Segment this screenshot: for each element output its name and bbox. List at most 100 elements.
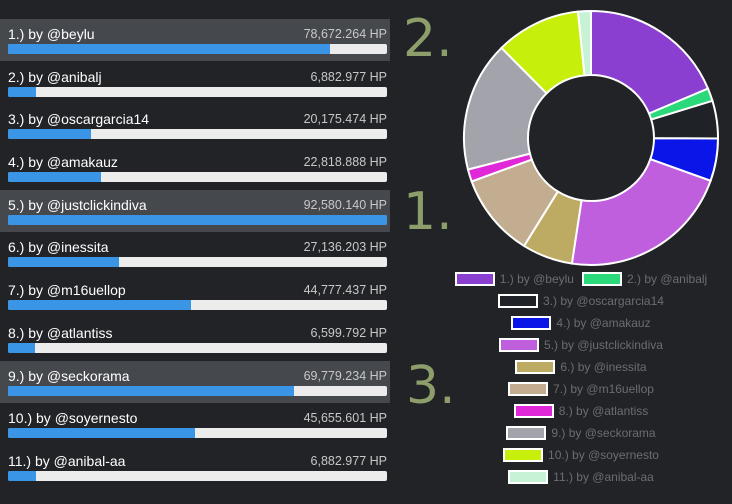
legend-swatch [454, 272, 495, 286]
legend-label: 4.) by @amakauz [556, 316, 651, 330]
ranking-value: 6,882.977 HP [310, 453, 387, 468]
ranking-value: 22,818.888 HP [303, 155, 387, 170]
ranking-row: 4.) by @amakauz 22,818.888 HP [0, 147, 390, 189]
progress-track [8, 385, 387, 396]
legend-row: 8.) by @atlantiss [430, 404, 732, 422]
ranking-label: 11.) by @anibal-aa [8, 452, 126, 469]
donut-slice [570, 157, 712, 266]
ranking-label: 8.) by @atlantiss [8, 324, 113, 341]
legend-swatch [515, 360, 556, 374]
progress-track [8, 257, 387, 268]
ranking-row: 5.) by @justclickindiva 92,580.140 HP [0, 189, 390, 232]
legend-swatch [506, 426, 547, 440]
ranking-label: 3.) by @oscargarcia14 [8, 111, 150, 128]
marker-1: 1. [403, 182, 453, 242]
ranking-value: 20,175.474 HP [303, 112, 387, 127]
legend-label: 7.) by @m16uellop [553, 382, 654, 396]
legend-item[interactable]: 10.) by @soyernesto [503, 448, 659, 462]
progress-fill [8, 470, 37, 481]
ranking-row: 1.) by @beylu 78,672.264 HP [0, 19, 390, 61]
progress-track [8, 470, 387, 481]
legend-row: 5.) by @justclickindiva [430, 338, 732, 356]
ranking-label: 5.) by @justclickindiva [8, 196, 147, 213]
ranking-value: 92,580.140 HP [303, 197, 387, 212]
legend-item[interactable]: 7.) by @m16uellop [508, 382, 654, 396]
ranking-row: 3.) by @oscargarcia14 20,175.474 HP [0, 104, 390, 146]
ranking-value: 6,599.792 HP [310, 325, 387, 340]
legend-label: 8.) by @atlantiss [558, 404, 649, 418]
progress-fill [8, 129, 91, 140]
legend-label: 11.) by @anibal-aa [553, 470, 654, 484]
ranking-row: 2.) by @anibalj 6,882.977 HP [0, 62, 390, 104]
progress-track [8, 300, 387, 311]
progress-fill [8, 385, 294, 396]
legend-label: 1.) by @beylu [499, 272, 574, 286]
ranking-value: 27,136.203 HP [303, 240, 387, 255]
legend-swatch [511, 316, 552, 330]
legend-item[interactable]: 3.) by @oscargarcia14 [498, 294, 664, 308]
legend-item[interactable]: 8.) by @atlantiss [513, 404, 649, 418]
progress-fill [8, 44, 331, 54]
legend-label: 6.) by @inessita [560, 360, 647, 374]
ranking-list: 1.) by @beylu 78,672.264 HP 2.) by @anibal… [0, 19, 390, 489]
ranking-value: 6,882.977 HP [310, 69, 387, 84]
progress-track [8, 214, 387, 225]
ranking-label: 6.) by @inessita [8, 239, 109, 256]
ranking-label: 4.) by @amakauz [8, 154, 118, 171]
ranking-row: 10.) by @soyernesto 45,655.601 HP [0, 403, 390, 445]
progress-track [8, 44, 387, 54]
ranking-value: 45,655.601 HP [303, 411, 387, 426]
ranking-row: 6.) by @inessita 27,136.203 HP [0, 232, 390, 274]
legend-item[interactable]: 4.) by @amakauz [511, 316, 651, 330]
progress-track [8, 129, 387, 140]
donut-slice [576, 9, 592, 77]
legend-row: 4.) by @amakauz [430, 316, 732, 334]
progress-track [8, 172, 387, 183]
progress-fill [8, 214, 387, 225]
progress-track [8, 428, 387, 439]
progress-fill [8, 342, 36, 353]
progress-fill [8, 172, 102, 183]
marker-2: 2. [403, 9, 453, 69]
ranking-row: 8.) by @atlantiss 6,599.792 HP [0, 318, 390, 360]
legend-swatch [513, 404, 554, 418]
legend-item[interactable]: 6.) by @inessita [515, 360, 647, 374]
legend-swatch [508, 470, 549, 484]
progress-track [8, 86, 387, 97]
progress-fill [8, 86, 37, 97]
ranking-value: 69,779.234 HP [303, 368, 387, 383]
legend-swatch [503, 448, 544, 462]
legend-item[interactable]: 9.) by @seckorama [506, 426, 656, 440]
legend-item[interactable]: 11.) by @anibal-aa [508, 470, 654, 484]
legend-row: 1.) by @beylu 2.) by @anibalj [430, 272, 732, 290]
legend-row: 3.) by @oscargarcia14 [430, 294, 732, 312]
ranking-row: 9.) by @seckorama 69,779.234 HP [0, 360, 390, 403]
legend-item[interactable]: 1.) by @beylu [454, 272, 574, 286]
donut-chart [463, 9, 720, 266]
ranking-label: 1.) by @beylu [8, 26, 95, 42]
legend-row: 9.) by @seckorama [430, 426, 732, 444]
progress-fill [8, 428, 195, 439]
ranking-label: 2.) by @anibalj [8, 68, 102, 85]
marker-3: 3. [406, 356, 456, 416]
legend-item[interactable]: 2.) by @anibalj [581, 272, 708, 286]
ranking-value: 44,777.437 HP [303, 283, 387, 298]
legend-row: 7.) by @m16uellop [430, 382, 732, 400]
legend-swatch [581, 272, 622, 286]
donut-slice [463, 46, 549, 171]
legend-swatch [499, 338, 540, 352]
ranking-row: 7.) by @m16uellop 44,777.437 HP [0, 275, 390, 317]
legend-item[interactable]: 5.) by @justclickindiva [499, 338, 663, 352]
legend-swatch [508, 382, 549, 396]
progress-fill [8, 300, 192, 311]
legend-swatch [498, 294, 539, 308]
legend-label: 3.) by @oscargarcia14 [543, 294, 664, 308]
ranking-label: 9.) by @seckorama [8, 367, 130, 384]
legend-label: 5.) by @justclickindiva [544, 338, 663, 352]
legend-label: 10.) by @soyernesto [548, 448, 659, 462]
ranking-label: 10.) by @soyernesto [8, 410, 138, 427]
ranking-value: 78,672.264 HP [303, 27, 387, 41]
legend-label: 2.) by @anibalj [626, 272, 708, 286]
legend-row: 6.) by @inessita [430, 360, 732, 378]
legend-row: 10.) by @soyernesto [430, 448, 732, 466]
